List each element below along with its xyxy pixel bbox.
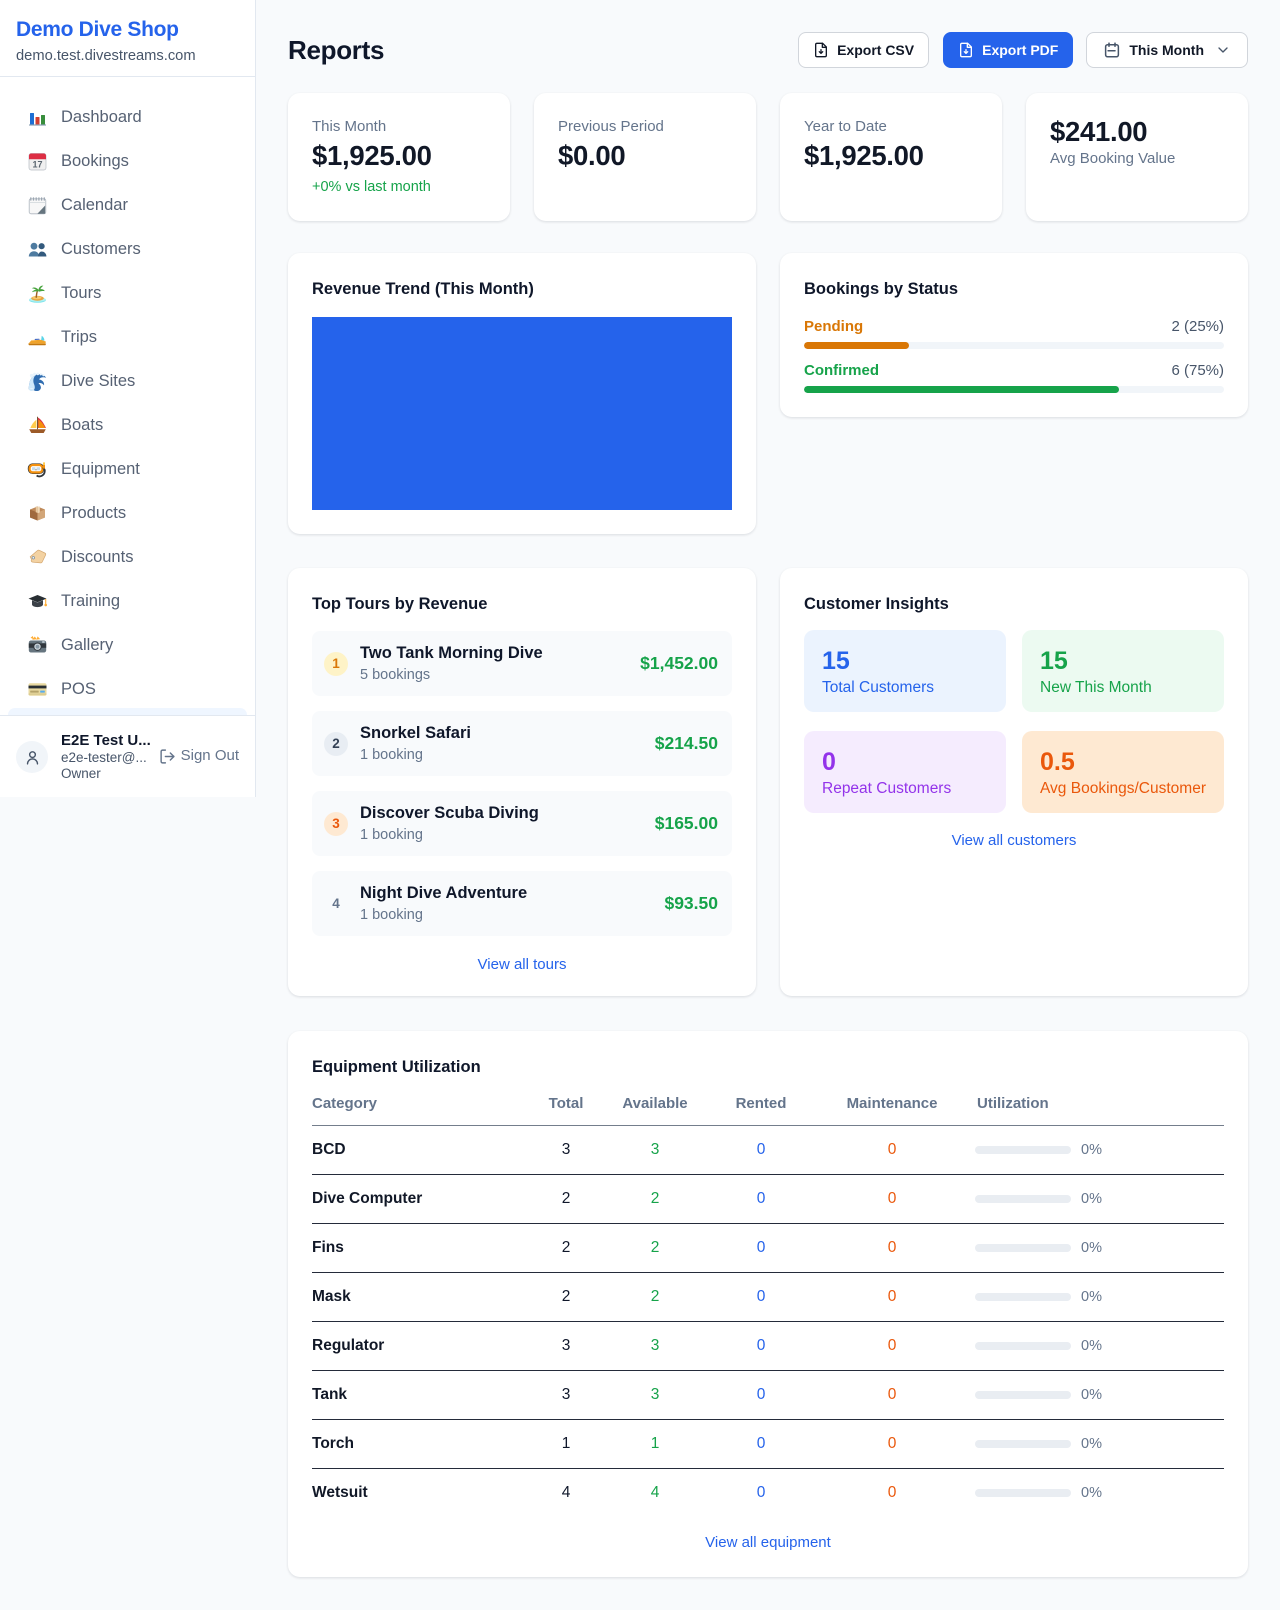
svg-text:17: 17 (32, 159, 42, 169)
